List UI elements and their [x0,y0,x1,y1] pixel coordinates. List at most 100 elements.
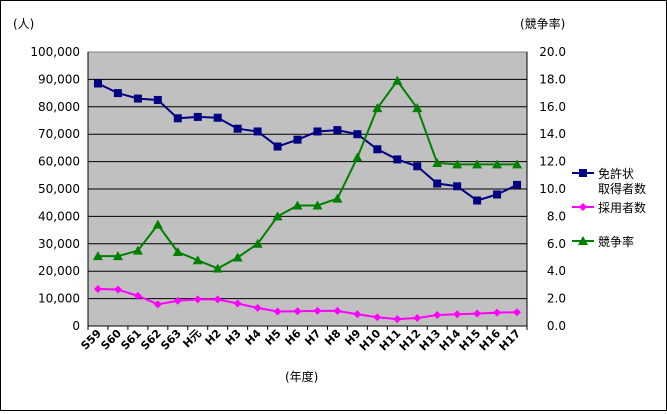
x-tick-label: H15 [457,327,484,354]
x-tick-label: H16 [477,327,504,354]
data-point [212,263,223,273]
data-point [132,245,143,255]
legend-marker [579,169,587,177]
data-point [372,103,383,113]
data-point [273,307,282,316]
x-tick-label: H10 [357,327,384,354]
data-point [312,200,323,210]
x-tick-label: H2 [203,327,224,348]
data-point [213,295,222,304]
data-point [453,182,462,191]
data-point [273,142,282,151]
data-point [432,157,443,167]
data-point [332,193,343,203]
left-tick-label: 40,000 [38,209,80,223]
data-point [473,196,482,205]
data-point [172,247,183,257]
data-point [412,103,423,113]
data-point [512,159,523,169]
data-point [213,113,222,122]
right-tick-label: 4.0 [547,264,566,278]
series-line-3 [97,79,518,270]
data-point [513,180,522,189]
series-line-1 [97,82,518,202]
x-tick-label: S63 [158,327,184,353]
data-point [353,310,362,319]
right-tick-label: 16.0 [539,100,566,114]
data-point [113,89,122,98]
legend-label: 取得者数 [598,181,646,196]
legend-marker [578,236,588,245]
left-axis-unit: (人) [13,17,34,31]
data-point [293,135,302,144]
data-point [493,308,502,317]
data-point [333,306,342,315]
left-tick-label: 60,000 [38,155,80,169]
data-point [253,127,262,136]
data-point [133,291,142,300]
data-point [413,314,422,323]
data-point [413,162,422,171]
legend-label: 免許状 [598,166,634,181]
x-tick-label: H11 [377,327,404,354]
data-point [153,300,162,309]
data-point [313,306,322,315]
x-tick-label: H7 [302,327,323,348]
data-point [373,313,382,322]
x-tick-label: H12 [397,327,424,354]
data-point [392,75,403,85]
x-tick-label: S60 [98,327,124,353]
x-tick-label: S59 [78,327,104,353]
left-tick-label: 20,000 [38,264,80,278]
data-point [492,159,503,169]
x-tick-label: H4 [243,327,264,348]
legend-marker [579,203,587,211]
right-axis-unit: (競争率) [520,16,565,31]
data-point [373,145,382,154]
data-point [493,190,502,199]
data-point [513,308,522,317]
data-point [192,255,203,265]
data-point [293,307,302,316]
data-point [353,130,362,139]
left-tick-label: 100,000 [30,45,80,59]
right-tick-label: 2.0 [547,292,566,306]
data-point [292,200,303,210]
x-tick-label: S62 [138,327,164,353]
left-tick-label: 90,000 [38,72,80,86]
data-point [233,299,242,308]
data-point [153,95,162,104]
right-tick-label: 0.0 [547,319,566,333]
right-tick-label: 12.0 [539,155,566,169]
data-point [173,114,182,123]
right-tick-label: 10.0 [539,182,566,196]
data-point [193,295,202,304]
x-tick-label: H14 [437,327,464,354]
data-point [433,311,442,320]
x-tick-label: H元 [180,327,203,350]
data-point [233,124,242,133]
data-point [453,310,462,319]
data-point [93,285,102,294]
right-tick-label: 18.0 [539,72,566,86]
data-point [333,126,342,135]
right-tick-label: 20.0 [539,45,566,59]
left-tick-label: 0 [72,319,80,333]
x-tick-label: H5 [263,327,284,348]
x-tick-label: S61 [118,327,144,353]
data-point [252,238,263,248]
left-tick-label: 30,000 [38,237,80,251]
data-point [152,219,163,229]
right-tick-label: 14.0 [539,127,566,141]
data-point [193,112,202,121]
x-tick-label: H6 [283,327,304,348]
x-tick-label: H3 [223,327,244,348]
data-point [173,296,182,305]
left-tick-label: 80,000 [38,100,80,114]
series-line-2 [97,288,518,321]
legend-label: 競争率 [598,234,634,249]
data-point [393,315,402,324]
left-tick-label: 10,000 [38,292,80,306]
x-axis-label: (年度) [285,369,318,384]
